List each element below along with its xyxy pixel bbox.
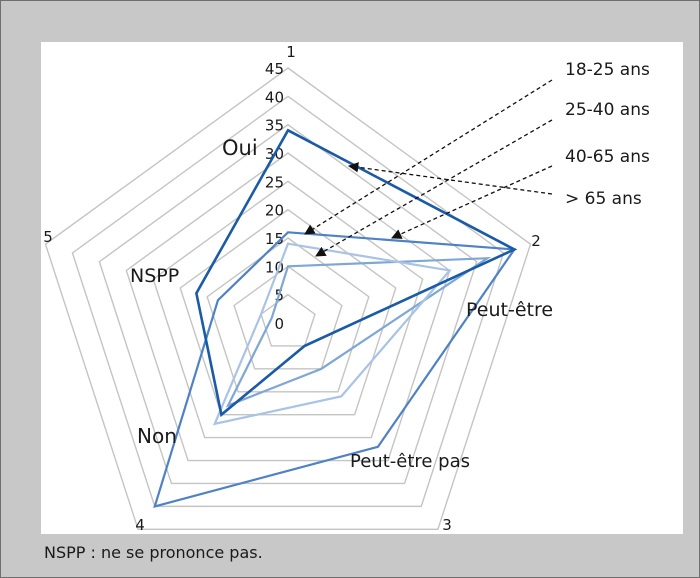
footnote: NSPP : ne se prononce pas. (44, 543, 263, 562)
grid-ring-20 (179, 208, 397, 416)
grid-ring-30 (125, 152, 451, 462)
tick-label-0: 0 (274, 315, 284, 333)
axis-number-2: 2 (531, 232, 541, 250)
legend-layer: 18-25 ans 25-40 ans 40-65 ans > 65 ans (304, 60, 650, 257)
legend-arrow-2 (315, 119, 553, 257)
axis-label-layer: 1 Oui 2 Peut-être 3 Peut-être pas 4 Non 5 NSPP (43, 43, 553, 534)
legend-label-2: 25-40 ans (565, 100, 650, 120)
tick-label-20: 20 (265, 202, 284, 220)
axis-number-4: 4 (135, 516, 145, 534)
series-line-3 (212, 242, 452, 426)
grid-ring-45 (44, 67, 532, 530)
axis-label-2: Peut-être (466, 299, 553, 321)
axis-label-3: Peut-être pas (350, 451, 470, 472)
tick-label-40: 40 (265, 88, 284, 106)
tick-label-45: 45 (265, 60, 284, 78)
legend-arrow-1 (304, 79, 553, 235)
series-layer (153, 128, 518, 508)
legend-label-4: > 65 ans (565, 189, 642, 209)
grid-ring-40 (71, 95, 505, 508)
series-line-1 (153, 231, 517, 508)
legend-label-3: 40-65 ans (565, 147, 650, 167)
axis-number-5: 5 (43, 228, 53, 246)
series-line-2 (225, 256, 492, 408)
grid-ring-10 (233, 265, 343, 370)
series-line-4 (195, 128, 518, 418)
grid-ring-5 (260, 293, 316, 347)
axis-label-1: Oui (222, 136, 258, 160)
grid-ring-35 (98, 123, 478, 485)
axis-label-5: NSPP (130, 265, 179, 287)
axis-number-1: 1 (286, 43, 296, 61)
axis-number-3: 3 (442, 516, 452, 534)
grid-layer (44, 67, 532, 530)
legend-arrow-3 (391, 165, 553, 239)
axis-label-4: Non (137, 424, 177, 448)
tick-label-35: 35 (265, 117, 284, 135)
legend-label-1: 18-25 ans (565, 60, 650, 80)
legend-arrow-4 (347, 162, 553, 195)
tick-label-10: 10 (265, 258, 284, 276)
tick-label-25: 25 (265, 173, 284, 191)
grid-ring-15 (206, 237, 370, 393)
tick-label-15: 15 (265, 230, 284, 248)
